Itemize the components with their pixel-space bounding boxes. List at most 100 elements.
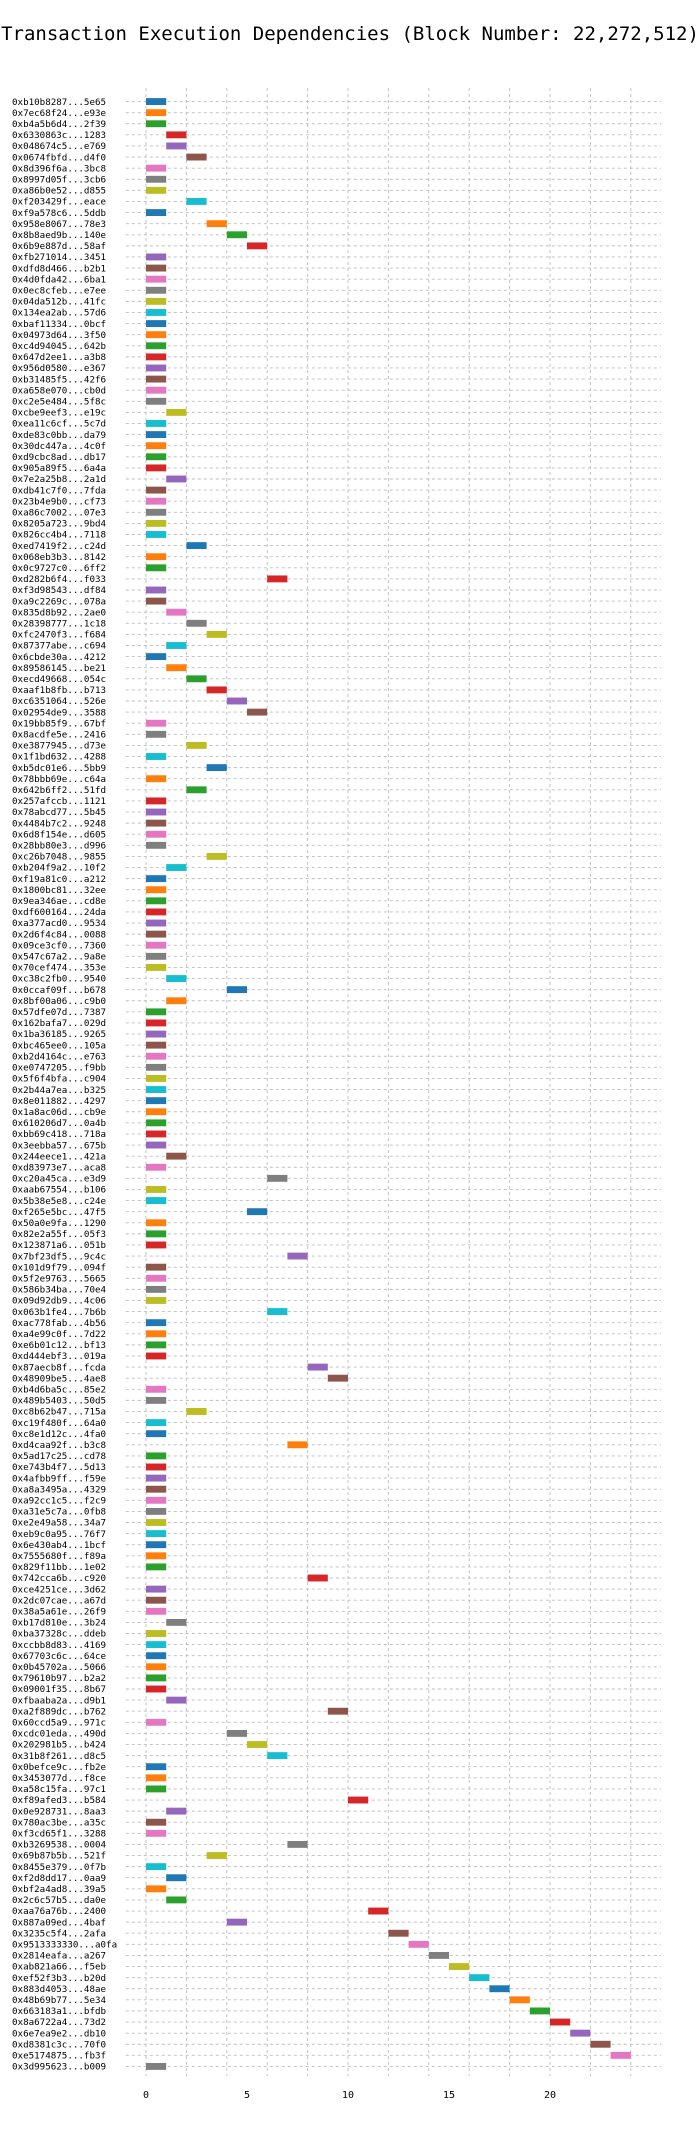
transaction-bar [146, 1163, 167, 1171]
transaction-bar [146, 442, 167, 450]
transaction-label: 0x6d8f154e...d605 [12, 829, 106, 840]
transaction-label: 0x1800bc81...32ee [12, 885, 106, 896]
transaction-bar [146, 1763, 167, 1771]
x-axis-ticks: 0 5 10 15 20 [143, 2090, 556, 2101]
transaction-bar [166, 864, 187, 871]
transaction-label: 0x2dc07cae...a67d [12, 1595, 106, 1606]
transaction-bar [166, 1152, 187, 1160]
transaction-label: 0xf265e5bc...47f5 [12, 1207, 106, 1218]
transaction-bar [166, 1896, 187, 1904]
transaction-label: 0xb2d4164c...e763 [12, 1051, 106, 1062]
transaction-label: 0x956d0580...e367 [12, 363, 106, 374]
transaction-label: 0x48909be5...4ae8 [12, 1373, 106, 1384]
transaction-label: 0x134ea2ab...57d6 [12, 308, 106, 319]
transaction-bar [146, 1241, 167, 1249]
transaction-label: 0x883d4053...48ae [12, 1984, 106, 1995]
transaction-bar [146, 1052, 167, 1060]
transaction-label: 0x5b38e5e8...c24e [12, 1196, 106, 1207]
transaction-bar [146, 841, 167, 849]
transaction-label: 0x6e7ea9e2...db10 [12, 2028, 106, 2039]
transaction-label: 0xaa76a76b...2400 [12, 1906, 106, 1917]
transaction-label: 0x7e2a25b8...2a1d [12, 474, 106, 485]
transaction-label: 0x2c6c57b5...da0e [12, 1895, 106, 1906]
transaction-bar [449, 1963, 470, 1970]
transaction-bar [146, 1097, 167, 1105]
transaction-bar [146, 353, 167, 361]
transaction-label: 0xa2f889dc...b762 [12, 1706, 106, 1717]
transaction-bar [166, 142, 187, 150]
transaction-label: 0xaaf1b8fb...b713 [12, 685, 106, 696]
transaction-label: 0x586b34ba...70e4 [12, 1285, 107, 1296]
transaction-bar [570, 2029, 591, 2037]
transaction-label: 0xd282b6f4...f033 [12, 574, 106, 585]
transaction-label: 0x4484b7c2...9248 [12, 818, 106, 829]
transaction-bar [146, 1230, 167, 1238]
transaction-bar [146, 1607, 167, 1615]
transaction-label: 0xd8381c3c...70f0 [12, 2039, 106, 2050]
transaction-bar [146, 1041, 167, 1049]
transaction-label: 0xea11c6cf...5c7d [12, 419, 106, 430]
transaction-label: 0xc26b7048...9855 [12, 852, 106, 863]
transaction-label: 0xf203429f...eace [12, 197, 106, 208]
transaction-label: 0x09ce3cf0...7360 [12, 940, 106, 951]
transaction-bar [166, 131, 187, 139]
transaction-bar [186, 542, 207, 550]
transaction-bar [146, 1063, 167, 1071]
transaction-bar [166, 1807, 187, 1815]
transaction-bar [206, 686, 227, 694]
transaction-label: 0xb204f9a2...10f2 [12, 863, 106, 874]
transaction-bar [267, 1752, 288, 1760]
transaction-bar [146, 109, 167, 117]
transaction-bar [146, 875, 167, 883]
transaction-bar [146, 941, 167, 949]
transaction-bar [146, 1285, 167, 1293]
transaction-bar [166, 642, 187, 649]
transaction-label: 0x67703c6c...64ce [12, 1651, 106, 1662]
transaction-bar [146, 1785, 167, 1793]
transaction-label: 0x835d8b92...2ae0 [12, 607, 106, 618]
transaction-bar [146, 1430, 167, 1438]
transaction-bar [146, 1341, 167, 1349]
transaction-label: 0x642b6ff2...51fd [12, 785, 106, 796]
transaction-label: 0x8d396f6a...3bc8 [12, 163, 106, 174]
transaction-label: 0x3d995623...b009 [12, 2062, 106, 2073]
transaction-bar [186, 153, 207, 161]
transaction-label: 0xed7419f2...c24d [12, 541, 106, 552]
transaction-bar [146, 1507, 167, 1515]
x-tick-label: 10 [342, 2090, 354, 2101]
transaction-label: 0x829f11bb...1e02 [12, 1562, 106, 1573]
transaction-bar [247, 708, 268, 716]
transaction-label: 0xa9c2269c...078a [12, 596, 106, 607]
transaction-label: 0x742cca6b...c920 [12, 1573, 106, 1584]
transaction-bar [226, 231, 247, 239]
transaction-bar [146, 431, 167, 439]
transaction-label: 0x8bf00a06...c9b0 [12, 996, 106, 1007]
transaction-bar [186, 619, 207, 627]
transaction-bar [166, 1874, 187, 1882]
transaction-bar [146, 342, 167, 350]
transaction-label: 0x6e430ab4...1bcf [12, 1540, 106, 1551]
transaction-label: 0x38a5a61e...26f9 [12, 1607, 106, 1618]
transaction-label: 0xb10b8287...5e65 [12, 97, 106, 108]
transaction-label: 0x3453077d...f8ce [12, 1773, 106, 1784]
transaction-label: 0xba37328c...ddeb [12, 1629, 106, 1640]
transaction-bar [146, 264, 167, 272]
transaction-label: 0x5ad17c25...cd78 [12, 1451, 106, 1462]
transaction-label: 0xf2d8dd17...0aa9 [12, 1873, 106, 1884]
transaction-bar [327, 1374, 348, 1382]
transaction-label: 0x6330863c...1283 [12, 130, 106, 141]
transaction-label: 0xd4caa92f...b3c8 [12, 1440, 106, 1451]
transaction-label: 0xc4d94045...642b [12, 341, 106, 352]
transaction-label: 0x09001f35...8b67 [12, 1684, 106, 1695]
transaction-bar [186, 1408, 207, 1415]
transaction-label: 0xecd49668...054c [12, 674, 106, 685]
transaction-label: 0xa92cc1c5...f2c9 [12, 1495, 106, 1506]
transaction-label: 0x0ec8cfeb...e7ee [12, 285, 106, 296]
transaction-label: 0xef52f3b3...b20d [12, 1973, 106, 1984]
transaction-bar [146, 497, 167, 505]
transaction-bar [247, 1208, 268, 1216]
transaction-bar [146, 1474, 167, 1482]
transaction-label: 0x8997d05f...3cb6 [12, 174, 106, 185]
transaction-label: 0xbf2a4ad8...39a5 [12, 1884, 106, 1895]
transaction-bar [166, 1618, 187, 1626]
